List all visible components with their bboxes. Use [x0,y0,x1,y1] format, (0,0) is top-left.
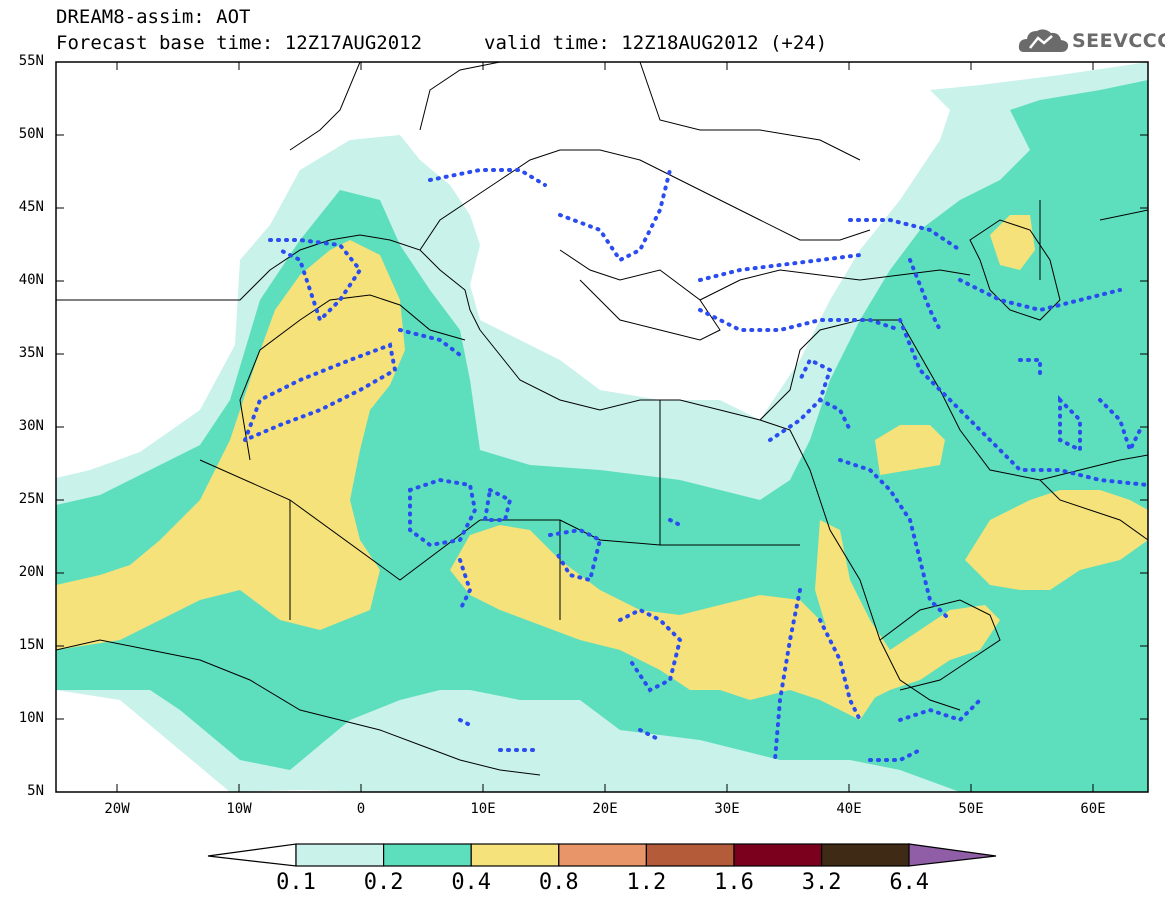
colorbar-boxes [295,843,910,867]
axis-ticks [56,61,1148,793]
lat-label: 30N [18,418,44,434]
lon-label: 40E [836,801,862,817]
lat-label: 35N [18,345,44,361]
colorbar-box [645,843,735,867]
lat-label: 5N [27,783,44,799]
aot-contour-0.4-sahel [450,525,880,720]
lon-label: 20E [592,801,618,817]
dotted-contours [241,168,1148,762]
colorbar-label: 3.2 [801,870,842,895]
lat-label: 45N [18,199,44,215]
lon-label: 10E [470,801,496,817]
colorbar-label: 6.4 [889,870,930,895]
lat-label: 25N [18,491,44,507]
aot-contour-0.4-iraq [875,425,945,475]
colorbar-label: 0.4 [451,870,492,895]
lat-label: 55N [18,53,44,69]
colorbar-label: 0.1 [276,870,316,895]
colorbar [207,843,997,867]
colorbar-label: 0.8 [538,870,579,895]
aot-contour-0.4-red-sea [815,520,1000,700]
lat-label: 10N [18,710,44,726]
valid-time: valid time: 12Z18AUG2012 (+24) [484,32,828,54]
colorbar-max-arrow [908,843,997,867]
logo-text: SEEVCCC [1072,30,1165,52]
lon-label: 20W [104,801,130,817]
colorbar-box [383,843,472,867]
lat-label: 50N [18,126,44,142]
lon-label: 10W [226,801,252,817]
colorbar-box [470,843,560,867]
aot-contour-0.4-arabia [965,490,1148,590]
lat-label: 40N [18,272,44,288]
coastlines [56,62,1148,776]
lon-label: 60E [1080,801,1106,817]
colorbar-box [558,843,647,867]
lon-label: 30E [714,801,740,817]
aot-contour-0.4-west-africa [56,240,405,650]
lat-label: 20N [18,564,44,580]
aot-field [56,62,1148,792]
cloud-icon [1018,29,1069,52]
lon-label: 0 [356,801,366,817]
lat-label: 15N [18,637,44,653]
colorbar-label: 1.2 [626,870,667,895]
map-title: DREAM8-assim: AOT [56,6,251,28]
aot-contour-0.4-caspian [990,215,1035,270]
colorbar-box [733,843,823,867]
colorbar-label: 1.6 [714,870,754,895]
colorbar-label: 0.2 [363,870,404,895]
forecast-base-time: Forecast base time: 12Z17AUG2012 [56,32,423,54]
colorbar-box [295,843,385,867]
colorbar-min-arrow [207,843,297,867]
lon-label: 50E [958,801,984,817]
colorbar-box [820,843,910,867]
